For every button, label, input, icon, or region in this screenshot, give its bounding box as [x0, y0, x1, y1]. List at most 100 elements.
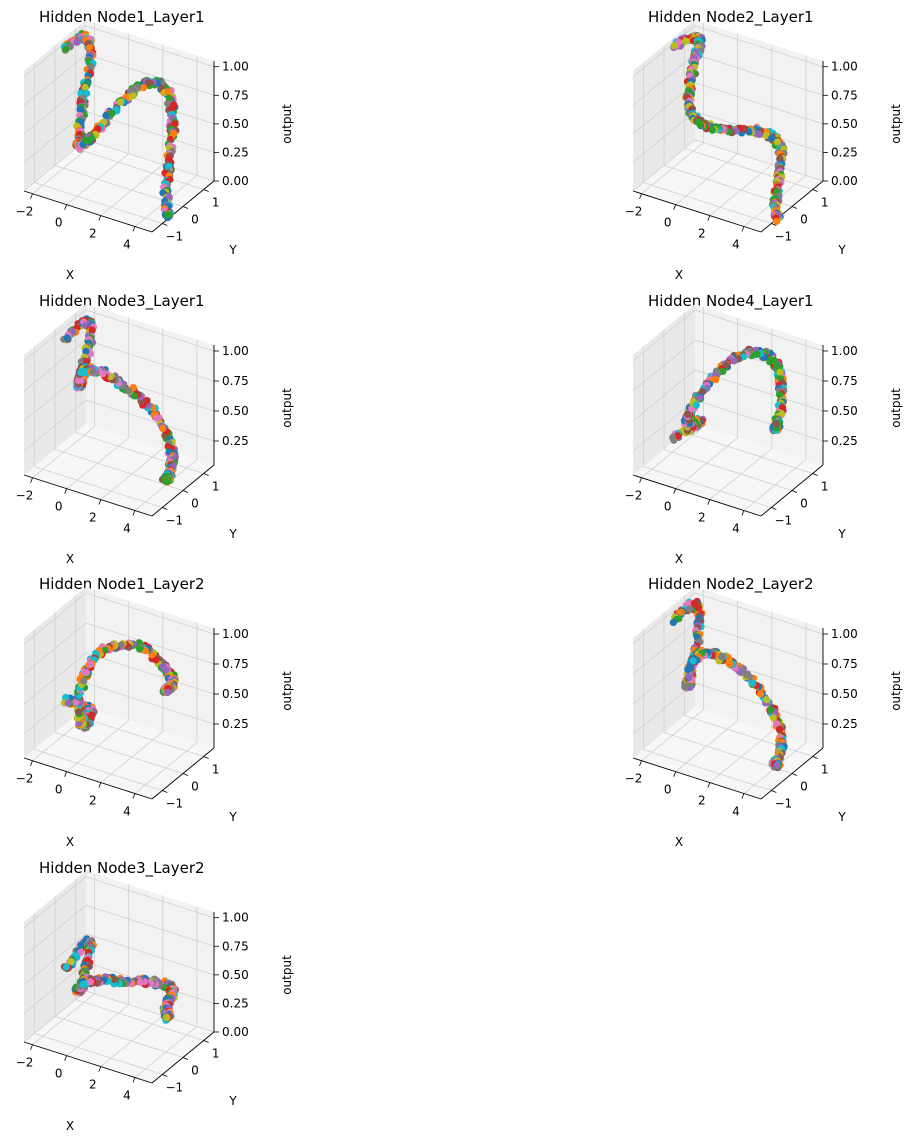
x-tick	[98, 1066, 102, 1072]
grid-y-floor	[75, 715, 204, 757]
grid-z-back	[694, 339, 824, 382]
pane-back	[86, 871, 214, 1032]
y-tick	[182, 206, 189, 209]
grid-z-left	[23, 933, 87, 986]
pane-back	[695, 304, 823, 465]
scatter-point	[86, 660, 94, 668]
scatter-point	[86, 978, 95, 986]
x-tick	[707, 215, 711, 221]
x-tick-label: 2	[89, 1078, 97, 1092]
grid-z-back	[85, 139, 215, 182]
x-tick	[132, 226, 136, 232]
grid-z-back	[85, 652, 215, 695]
y-tick-label: −1	[165, 514, 183, 528]
x-axis-label: X	[675, 268, 683, 282]
scatter-point	[695, 118, 703, 126]
y-tick	[162, 790, 168, 793]
scatter-point	[62, 963, 70, 971]
grid-z-left	[23, 399, 87, 452]
scatter-point	[776, 391, 784, 399]
grid-z-back	[85, 622, 215, 665]
y-tick	[812, 473, 818, 476]
grid-y-floor	[34, 1033, 163, 1075]
scatter-point	[669, 618, 677, 627]
grid-y-floor	[684, 715, 813, 757]
grid-z-back	[694, 139, 824, 182]
y-tick-label: 1	[821, 480, 829, 494]
scatter-point	[144, 79, 152, 87]
x-tick-label: 0	[664, 500, 672, 514]
scatter-point	[769, 714, 778, 722]
x-tick	[707, 499, 711, 505]
scatter-point	[164, 88, 172, 96]
y-tick-label: 0	[800, 497, 808, 511]
grid-z-left	[23, 622, 87, 675]
y-tick-label: 1	[212, 480, 220, 494]
y-tick	[791, 490, 798, 493]
z-tick-label: 0.25	[222, 996, 249, 1010]
y-tick	[791, 773, 798, 776]
y-tick-label: 0	[191, 1064, 199, 1078]
grid-y-floor	[34, 182, 163, 224]
z-tick-label: 1.00	[831, 627, 858, 641]
z-tick-label: 0.25	[222, 145, 249, 159]
y-tick	[812, 189, 818, 192]
y-axis-label: Y	[228, 1094, 237, 1108]
grid-z-back	[85, 682, 215, 725]
x-tick	[30, 193, 33, 199]
scatter-point	[63, 334, 71, 342]
y-tick	[771, 507, 777, 510]
grid-z-left	[23, 652, 87, 705]
y-tick-label: 1	[821, 196, 829, 210]
scatter-points	[60, 639, 179, 733]
scatter-point	[162, 477, 170, 486]
z-tick-label: 1.00	[222, 911, 249, 925]
x-axis-line	[632, 474, 762, 517]
y-tick-label: 1	[212, 1047, 220, 1061]
grid-z-left	[632, 399, 696, 452]
x-axis-label: X	[66, 835, 74, 849]
subplot-title: Hidden Node2_Layer1	[648, 8, 814, 27]
scatter-point	[163, 1013, 171, 1022]
grid-z-left	[23, 962, 87, 1014]
x-tick-label: 4	[732, 238, 740, 252]
grid-z-left	[632, 652, 696, 705]
grid-z-back	[85, 933, 215, 976]
grid-y-floor	[684, 432, 813, 474]
scatter-point	[763, 696, 771, 704]
x-tick	[30, 1044, 33, 1050]
scatter-point	[776, 368, 784, 376]
x-tick-label: 2	[89, 511, 97, 525]
z-tick-label: 1.00	[222, 627, 249, 641]
y-tick	[162, 1074, 168, 1077]
scatter-point	[670, 42, 678, 50]
subplot-2: Hidden Node2_Layer1−2024−1010.000.250.50…	[625, 8, 903, 282]
scatter-point	[110, 975, 118, 984]
x-tick-label: 0	[55, 1067, 63, 1081]
scatter-point	[81, 83, 89, 92]
scatter-point	[165, 162, 173, 171]
x-tick-label: 4	[732, 522, 740, 536]
x-tick-label: 2	[698, 794, 706, 808]
y-tick-label: −1	[165, 230, 183, 244]
x-tick	[98, 215, 102, 221]
z-tick-label: 0.50	[222, 404, 249, 418]
grid-z-left	[632, 139, 696, 192]
scatter-point	[168, 104, 176, 112]
x-tick	[639, 477, 642, 483]
z-tick-label: 0.50	[222, 117, 249, 131]
scatter-point	[685, 672, 693, 681]
grid-z-back	[85, 990, 215, 1033]
x-axis-line	[23, 474, 153, 517]
y-tick-label: 0	[800, 213, 808, 227]
scatter-point	[689, 657, 697, 665]
y-tick	[203, 473, 209, 476]
grid-z-left	[632, 82, 696, 135]
scatter-point	[708, 126, 716, 134]
scatter-point	[772, 420, 780, 428]
scatter-point	[125, 387, 133, 395]
grid-z-back	[85, 309, 215, 352]
x-tick-label: −2	[16, 205, 34, 219]
y-tick-label: −1	[165, 1081, 183, 1095]
scatter-point	[80, 677, 88, 685]
